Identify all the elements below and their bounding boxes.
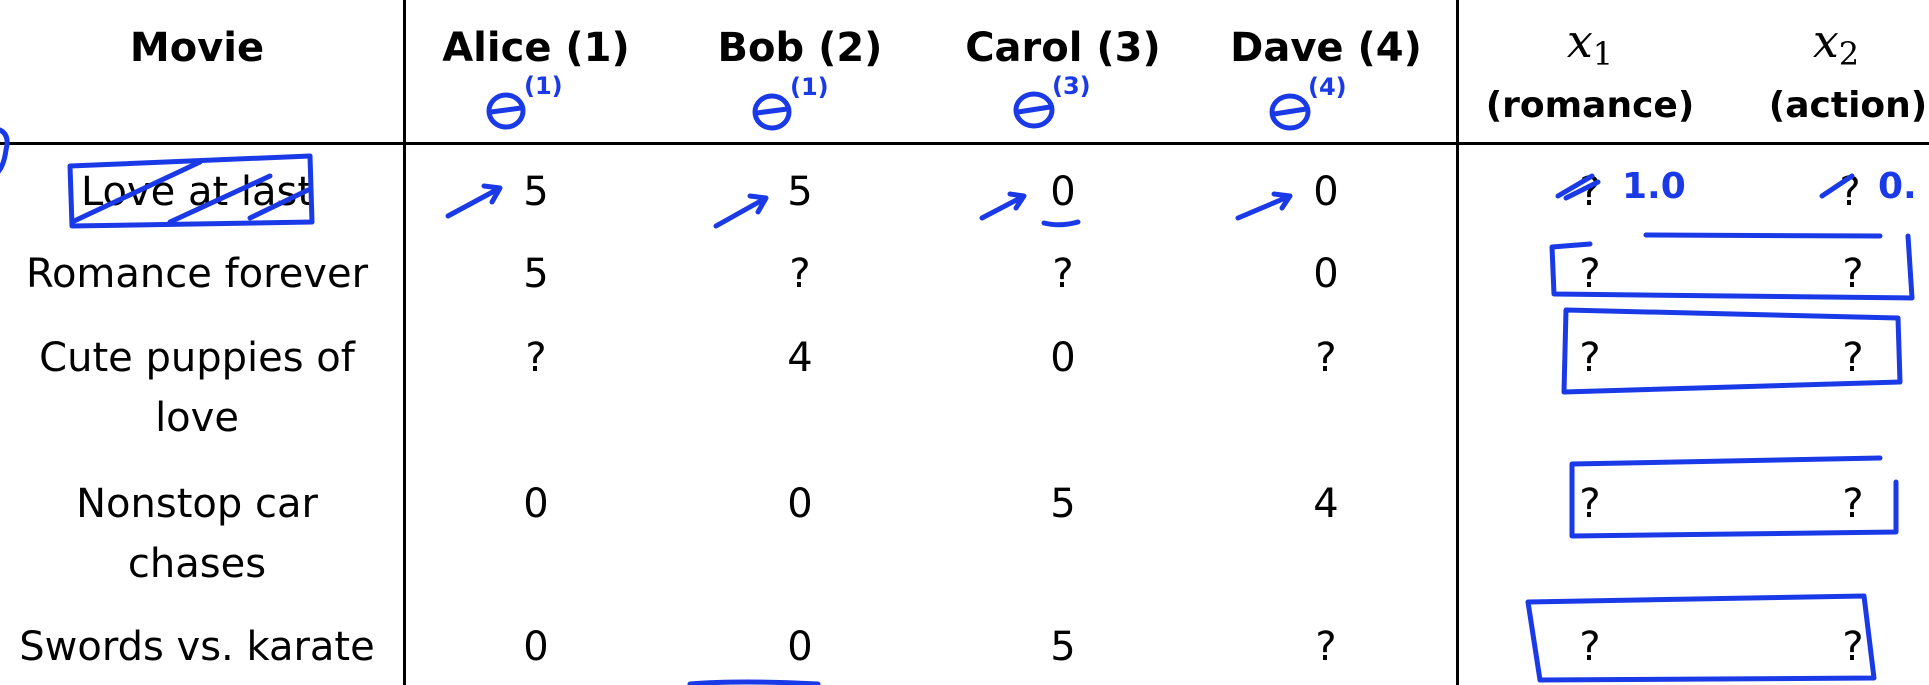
rating-cell: 0 (787, 481, 813, 527)
rating-cell: ? (1052, 251, 1074, 297)
rating-cell: 5 (1050, 481, 1076, 527)
theta-superscript: (4) (1308, 73, 1347, 101)
theta-symbol: (4) (1269, 73, 1347, 131)
movie-title: Swords vs. karate (19, 624, 375, 670)
header-divider (0, 142, 1929, 145)
theta-superscript: (3) (1052, 72, 1091, 100)
header-user-alice: Alice (1) (442, 25, 630, 71)
rating-cell: 0 (1050, 335, 1076, 381)
movie-title: Romance forever (25, 251, 369, 297)
feature-value-annotation: 0. (1878, 166, 1917, 207)
feature-cell: ? (1579, 169, 1601, 215)
movie-title: Cute puppies of (39, 335, 355, 381)
theta-symbol: (3) (1013, 72, 1091, 129)
header-feature-action: (action) (1768, 85, 1928, 126)
arrow-icon (979, 191, 1027, 221)
rating-cell: 5 (787, 169, 813, 215)
feature-value-annotation: 1.0 (1622, 166, 1686, 207)
theta-superscript: (1) (524, 72, 563, 100)
arrow-icon (1235, 191, 1293, 221)
rating-cell: 5 (1050, 624, 1076, 670)
column-divider-features (1456, 0, 1459, 685)
rating-cell: ? (525, 335, 547, 381)
header-feature-x1: x1 (1566, 14, 1614, 73)
feature-cell: ? (1842, 624, 1864, 670)
rating-cell: 0 (523, 481, 549, 527)
rating-cell: 4 (1313, 481, 1339, 527)
theta-symbol: (1) (486, 72, 563, 130)
movie-title-continued: love (155, 395, 239, 441)
theta-superscript: (1) (790, 73, 829, 101)
movie-title: Nonstop car (76, 481, 318, 527)
rating-cell: ? (789, 251, 811, 297)
rating-cell: 0 (523, 624, 549, 670)
feature-cell: ? (1842, 251, 1864, 297)
rating-cell: 0 (1050, 169, 1076, 215)
feature-cell: ? (1579, 481, 1601, 527)
header-movie: Movie (129, 25, 265, 71)
header-user-dave: Dave (4) (1230, 25, 1422, 71)
column-divider-movie (403, 0, 406, 685)
feature-cell: ? (1839, 169, 1861, 215)
rating-cell: 0 (787, 624, 813, 670)
arrow-icon (713, 193, 769, 229)
header-feature-x2: x2 (1812, 14, 1860, 73)
feature-cell: ? (1579, 624, 1601, 670)
rating-cell: 0 (1313, 169, 1339, 215)
feature-cell: ? (1842, 481, 1864, 527)
header-feature-romance: (romance) (1485, 85, 1695, 126)
bottom-mark (687, 679, 821, 685)
underline-mark (1041, 219, 1081, 228)
theta-symbol: (1) (752, 73, 829, 131)
arrow-icon (445, 183, 503, 219)
rating-cell: 5 (523, 251, 549, 297)
movie-title-continued: chases (127, 541, 267, 587)
header-user-carol: Carol (3) (965, 25, 1161, 71)
feature-cell: ? (1579, 335, 1601, 381)
feature-cell: ? (1579, 251, 1601, 297)
rating-cell: ? (1315, 624, 1337, 670)
margin-mark (0, 127, 10, 174)
rating-cell: 0 (1313, 251, 1339, 297)
feature-cell: ? (1842, 335, 1864, 381)
rating-cell: 5 (523, 169, 549, 215)
movie-title: Love at last (80, 169, 314, 215)
rating-cell: ? (1315, 335, 1337, 381)
header-user-bob: Bob (2) (717, 25, 883, 71)
rating-cell: 4 (787, 335, 813, 381)
